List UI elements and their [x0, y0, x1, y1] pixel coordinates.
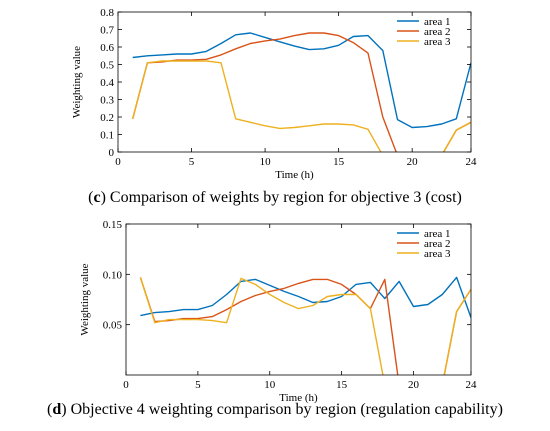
- plot-frame: [125, 223, 472, 376]
- y-tick-label: 0.4: [100, 77, 114, 89]
- y-tick-label: 0.8: [100, 7, 114, 19]
- x-tick-label: 10: [260, 156, 272, 168]
- series-line-1: [132, 32, 471, 129]
- legend-label-3: area 3: [424, 248, 451, 260]
- x-tick-label: 5: [189, 156, 195, 168]
- series-line-1: [140, 276, 471, 318]
- caption-d: (d) Objective 4 weighting comparison by …: [47, 401, 503, 418]
- y-tick-label: 0: [109, 147, 115, 159]
- series-line-3: [139, 277, 471, 375]
- series-line-2: [132, 32, 471, 152]
- caption-d-letter: d: [52, 401, 62, 418]
- x-tick-label: 10: [264, 379, 276, 391]
- legend-label-1: area 1: [424, 228, 451, 240]
- caption-c: (c) Comparison of weights by region for …: [88, 189, 462, 206]
- x-tick-label: 15: [333, 156, 345, 168]
- legend-label-2: area 2: [424, 238, 451, 250]
- x-tick-label: 20: [408, 379, 420, 391]
- y-tick-label: 0.15: [103, 219, 123, 231]
- x-axis-label: Time (h): [279, 392, 318, 404]
- caption-d-text: Objective 4 weighting comparison by regi…: [70, 401, 503, 418]
- y-tick-label: 0.05: [103, 320, 123, 332]
- x-tick-label: 20: [407, 156, 419, 168]
- y-axis-label: Weighting value: [79, 263, 91, 335]
- y-tick-label: 0.2: [100, 112, 114, 124]
- legend-label-2: area 2: [424, 26, 451, 38]
- x-tick-label: 24: [466, 156, 478, 168]
- plot-frame: [117, 11, 472, 153]
- y-axis-label: Weighting value: [71, 46, 83, 118]
- y-tick-label: 0.1: [100, 130, 114, 142]
- y-tick-label: 0.6: [100, 42, 114, 54]
- x-tick-label: 5: [195, 379, 201, 391]
- x-tick-label: 15: [336, 379, 348, 391]
- y-tick-label: 0.5: [100, 60, 114, 72]
- legend-label-1: area 1: [424, 16, 451, 28]
- y-tick-label: 0.3: [100, 95, 114, 107]
- legend-label-3: area 3: [424, 36, 451, 48]
- x-tick-label: 0: [123, 379, 129, 391]
- x-tick-label: 24: [466, 379, 478, 391]
- chart-d-plot: 0 5 10 15 20 24 0.05 0.10 0.15 Time (h) Weighting …: [79, 219, 477, 404]
- chart-c: 0 5 10 15 20 24 0 0.1 0.2 0.3 0.4 0.5 0.6 0.7 0.8 Time …: [71, 7, 477, 181]
- caption-c-text: Comparison of weights by region for obje…: [109, 189, 462, 206]
- y-tick-label: 0.7: [100, 25, 114, 37]
- series-line-2: [139, 277, 471, 375]
- x-tick-label: 0: [115, 156, 121, 168]
- y-tick-label: 0.10: [103, 269, 123, 281]
- x-axis-label: Time (h): [275, 169, 314, 181]
- chart-d: 0 5 10 15 20 24 0.05 0.10 0.15 Time (h) Weighting …: [79, 219, 477, 404]
- caption-c-letter: c: [93, 189, 101, 206]
- series-line-3: [132, 60, 471, 152]
- chart-c-plot: 0 5 10 15 20 24 0 0.1 0.2 0.3 0.4 0.5 0.6 0.7 0.8 Time …: [71, 7, 477, 181]
